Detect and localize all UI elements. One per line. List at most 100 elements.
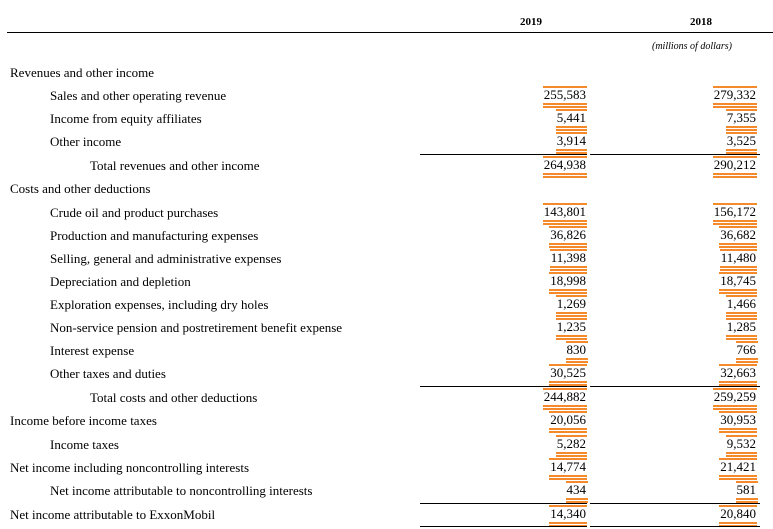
table-row: Costs and other deductions (0, 178, 773, 201)
value-highlight (543, 176, 587, 178)
value-highlight (726, 312, 757, 314)
table-row: Production and manufacturing expenses 36,… (0, 225, 773, 248)
header-rule (7, 32, 773, 33)
value-highlight (566, 501, 588, 503)
value-2019: 5,282 (556, 436, 586, 451)
value-highlight (719, 478, 757, 480)
value-highlight (549, 522, 587, 524)
value-highlight-top (713, 86, 757, 88)
table-row: Other income 3,914 3,525 (0, 131, 773, 154)
value-2019: 14,340 (550, 506, 586, 521)
row-label: Crude oil and product purchases (50, 205, 219, 220)
value-highlight (556, 126, 587, 128)
value-highlight (549, 431, 587, 433)
value-highlight-top (719, 411, 757, 413)
value-2019: 434 (566, 482, 587, 497)
table-row: Total revenues and other income 264,938 29… (0, 155, 773, 178)
row-label: Net income including noncontrolling inte… (10, 460, 250, 475)
value-highlight (713, 176, 757, 178)
value-2019: 18,998 (550, 273, 586, 288)
subtotal-rule (420, 386, 587, 387)
value-highlight-top (719, 226, 757, 228)
table-row: Net income attributable to ExxonMobil 14,… (0, 504, 773, 527)
table-row: Sales and other operating revenue 255,583… (0, 85, 773, 108)
value-highlight (726, 315, 757, 317)
value-highlight (543, 223, 587, 225)
total-rule (590, 526, 760, 527)
value-highlight (719, 381, 757, 383)
value-highlight (550, 266, 587, 268)
row-label: Net income attributable to noncontrollin… (50, 483, 313, 498)
value-highlight (549, 292, 587, 294)
value-2019: 36,826 (550, 227, 586, 242)
value-highlight-top (556, 295, 587, 297)
value-2018: 1,466 (726, 296, 756, 311)
value-highlight (726, 126, 757, 128)
value-highlight-top (556, 318, 587, 320)
value-highlight (556, 129, 587, 131)
unit-label: (millions of dollars) (652, 41, 733, 52)
value-highlight-top (726, 318, 757, 320)
value-highlight (719, 431, 757, 433)
value-highlight-top (543, 156, 587, 158)
value-2019: 143,801 (543, 204, 586, 219)
value-highlight-top (719, 505, 757, 507)
value-highlight (556, 152, 587, 154)
value-highlight (726, 455, 757, 457)
value-2018: 259,259 (713, 389, 756, 404)
column-header-2019: 2019 (520, 16, 542, 28)
value-2019: 5,441 (556, 110, 586, 125)
value-highlight (719, 289, 757, 291)
value-highlight-top (713, 203, 757, 205)
value-highlight (713, 220, 757, 222)
value-highlight-top (566, 481, 588, 483)
value-2019: 244,882 (543, 389, 586, 404)
table-row: Income before income taxes 20,056 30,953 (0, 410, 773, 433)
value-2018: 30,953 (720, 412, 756, 427)
value-highlight-top (549, 458, 587, 460)
value-highlight (736, 498, 758, 500)
value-highlight (543, 408, 587, 410)
value-highlight (556, 312, 587, 314)
value-highlight-top (736, 341, 758, 343)
value-2018: 1,285 (726, 319, 756, 334)
value-2019: 3,914 (556, 133, 586, 148)
table-row: Revenues and other income (0, 62, 773, 85)
value-highlight-top (713, 388, 757, 390)
table-row: Selling, general and administrative expe… (0, 248, 773, 271)
value-highlight (549, 384, 587, 386)
table-row: Interest expense 830 766 (0, 340, 773, 363)
value-highlight (543, 220, 587, 222)
value-highlight (549, 428, 587, 430)
value-highlight-top (549, 226, 587, 228)
row-label: Income from equity affiliates (50, 111, 202, 126)
value-highlight (726, 335, 757, 337)
value-2018: 766 (736, 342, 757, 357)
value-highlight-top (549, 364, 587, 366)
value-highlight-top (736, 481, 758, 483)
value-highlight (720, 269, 757, 271)
value-highlight (719, 384, 757, 386)
value-highlight (543, 103, 587, 105)
value-2019: 11,398 (550, 250, 586, 265)
value-highlight (713, 405, 757, 407)
value-highlight-top (720, 249, 757, 251)
value-highlight-top (566, 341, 588, 343)
value-highlight (736, 358, 758, 360)
table-row: Total costs and other deductions 244,882 2… (0, 387, 773, 410)
value-highlight (719, 246, 757, 248)
column-header-2018: 2018 (690, 16, 712, 28)
value-2019: 255,583 (543, 87, 586, 102)
row-label: Interest expense (50, 343, 135, 358)
value-highlight-top (543, 388, 587, 390)
value-highlight-top (549, 505, 587, 507)
table-row: Net income including noncontrolling inte… (0, 457, 773, 480)
value-2018: 9,532 (726, 436, 756, 451)
value-2018: 21,421 (720, 459, 756, 474)
subtotal-rule (590, 503, 760, 504)
table-row: Exploration expenses, including dry hole… (0, 294, 773, 317)
value-highlight (556, 452, 587, 454)
value-highlight (543, 405, 587, 407)
row-label: Selling, general and administrative expe… (50, 251, 282, 266)
row-label: Revenues and other income (10, 65, 155, 80)
